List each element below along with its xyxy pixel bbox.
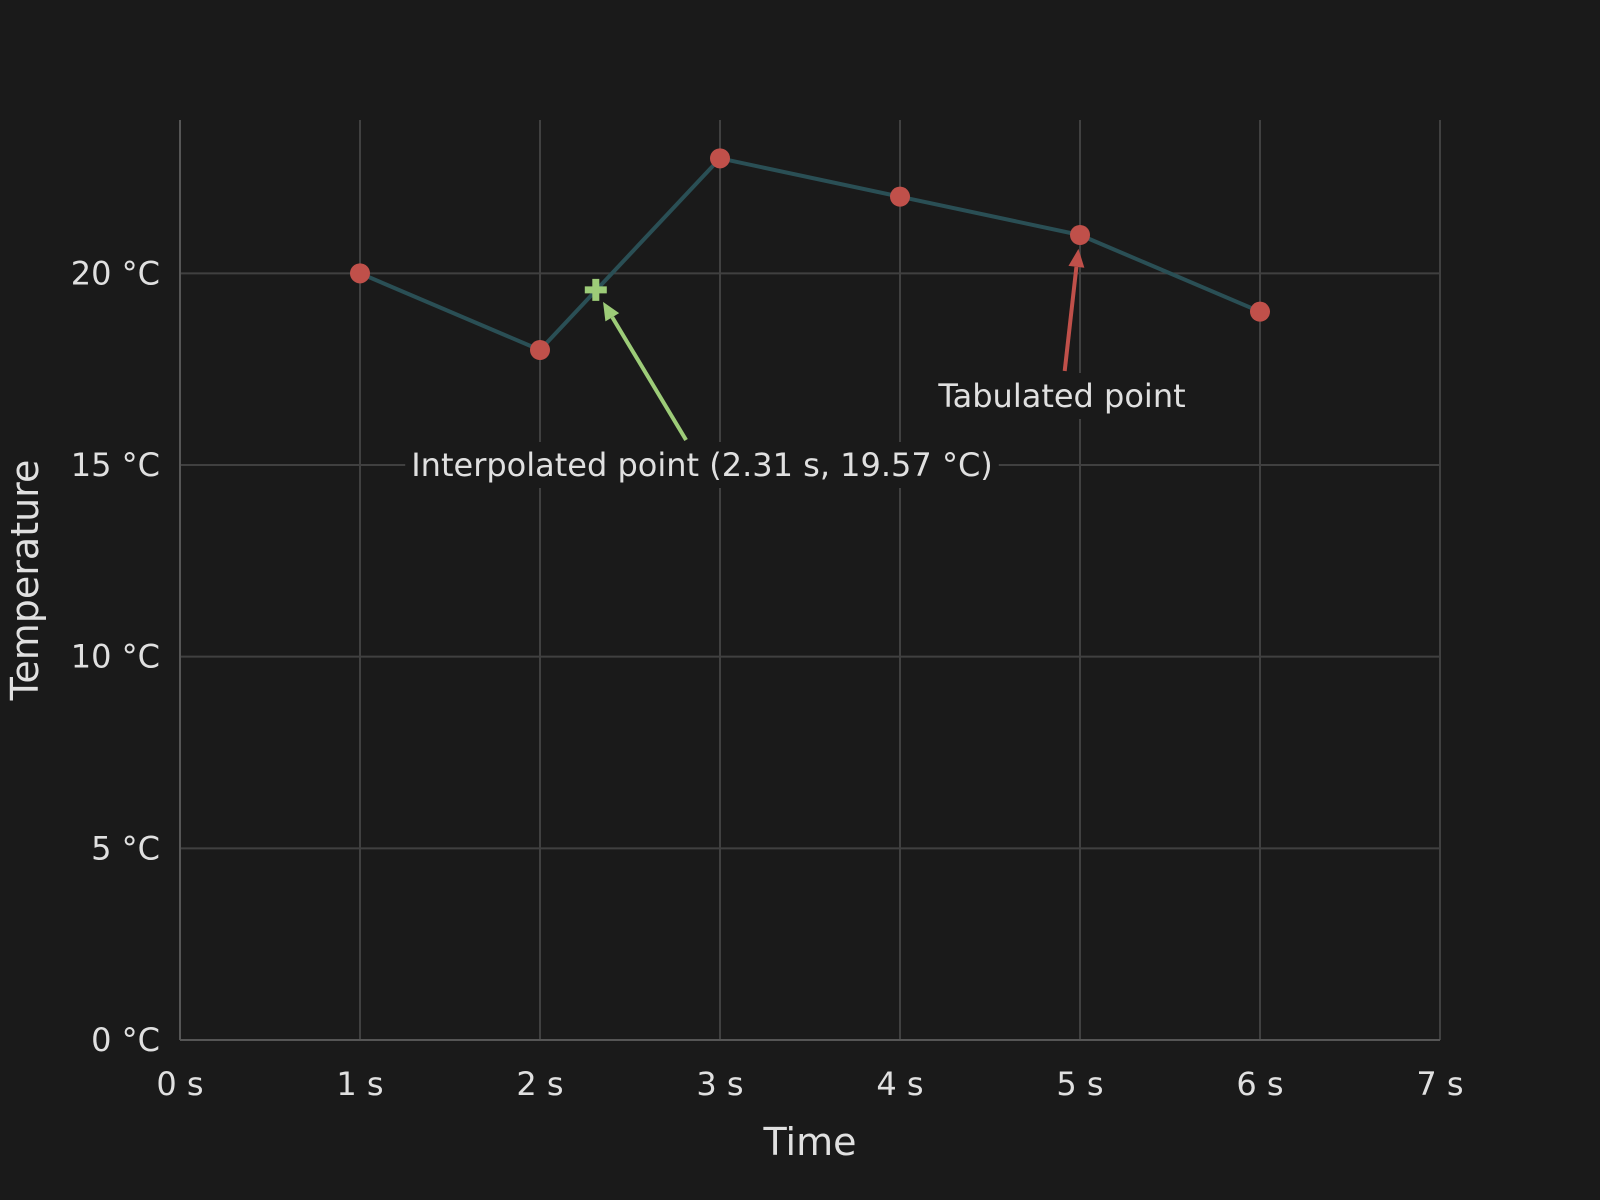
annotation-label: Tabulated point — [937, 377, 1185, 415]
x-tick-label: 1 s — [336, 1065, 383, 1103]
data-point — [710, 148, 730, 169]
x-tick-label: 7 s — [1416, 1065, 1463, 1103]
x-tick-label: 3 s — [696, 1065, 743, 1103]
series-temperature — [350, 148, 1270, 360]
y-tick-label: 10 °C — [71, 638, 160, 676]
annotation-label-bg — [932, 373, 1192, 419]
y-tick-label: 0 °C — [91, 1021, 160, 1059]
annotation-arrow-line — [1062, 266, 1079, 372]
y-tick-label: 20 °C — [71, 254, 160, 292]
series-line — [359, 156, 1261, 352]
y-tick-label: 5 °C — [91, 829, 160, 867]
x-tick-label: 4 s — [876, 1065, 923, 1103]
annotation-arrow-line — [610, 316, 688, 442]
annotation-arrow-head — [1068, 248, 1085, 268]
x-tick-label: 5 s — [1056, 1065, 1103, 1103]
interpolated-point-marker — [584, 278, 607, 301]
grid — [180, 120, 1441, 1040]
x-tick-label: 2 s — [516, 1065, 563, 1103]
x-tick-label: 6 s — [1236, 1065, 1283, 1103]
data-point — [1250, 301, 1270, 322]
y-tick-label: 15 °C — [71, 446, 160, 484]
annotations: Interpolated point (2.31 s, 19.57 °C) Tab… — [405, 248, 1192, 488]
y-axis-title: Temperature — [3, 460, 47, 702]
annotation-label: Interpolated point (2.31 s, 19.57 °C) — [411, 446, 993, 484]
data-point — [530, 340, 550, 360]
data-point — [890, 186, 910, 207]
data-point — [350, 263, 370, 284]
annotation-label-bg — [405, 442, 999, 488]
annotation-arrow-head — [603, 301, 620, 322]
data-point — [1070, 225, 1090, 245]
x-axis-title: Time — [763, 1120, 857, 1164]
x-tick-label: 0 s — [156, 1065, 203, 1103]
axes — [179, 120, 1440, 1041]
tick-labels: 0 s 1 s 2 s 3 s 4 s 5 s 6 s 7 s 0 °C 5 °C 10 °C 15 … — [71, 254, 1464, 1103]
